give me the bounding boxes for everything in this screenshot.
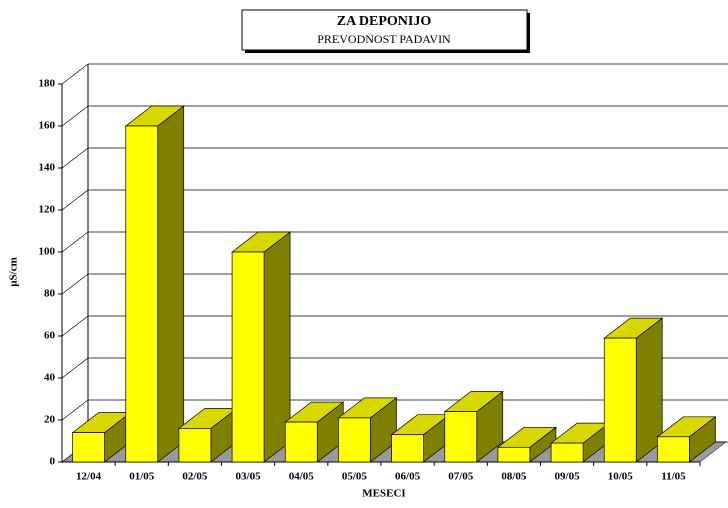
bar bbox=[391, 434, 424, 463]
title-box bbox=[241, 9, 528, 51]
chart-subtitle: PREVODNOST PADAVIN bbox=[317, 32, 451, 46]
bar bbox=[497, 446, 531, 463]
grid-line bbox=[61, 315, 89, 337]
bar bbox=[72, 432, 105, 463]
bar bbox=[125, 125, 159, 463]
bar bbox=[603, 337, 637, 463]
chart-title: ZA DEPONIJO bbox=[337, 14, 432, 29]
grid-line bbox=[61, 231, 89, 253]
y-tick-label: 20 bbox=[44, 414, 56, 426]
bar bbox=[657, 436, 690, 463]
x-tick-label: 03/05 bbox=[236, 471, 262, 483]
x-tick-label: 08/05 bbox=[501, 471, 527, 483]
y-axis-label: µS/cm bbox=[8, 257, 20, 287]
x-tick-label: 06/05 bbox=[395, 471, 421, 483]
grid-line bbox=[61, 273, 89, 295]
x-tick-label: 10/05 bbox=[608, 471, 634, 483]
bar bbox=[550, 442, 584, 463]
x-tick-label: 07/05 bbox=[448, 471, 474, 483]
y-tick-label: 140 bbox=[39, 162, 56, 174]
grid-line bbox=[61, 189, 89, 211]
y-tick-label: 40 bbox=[44, 372, 56, 384]
x-tick-label: 09/05 bbox=[555, 471, 581, 483]
y-tick-label: 0 bbox=[50, 456, 56, 468]
x-tick-label: 11/05 bbox=[661, 471, 686, 483]
x-tick-label: 01/05 bbox=[129, 471, 155, 483]
x-tick-label: 12/04 bbox=[76, 471, 102, 483]
y-tick-label: 160 bbox=[39, 120, 56, 132]
grid-line bbox=[61, 105, 89, 127]
x-tick-label: 02/05 bbox=[182, 471, 208, 483]
y-tick-label: 80 bbox=[44, 288, 56, 300]
x-tick-label: 05/05 bbox=[342, 471, 368, 483]
y-tick-label: 180 bbox=[39, 78, 56, 90]
grid-line bbox=[61, 63, 89, 85]
grid-line bbox=[61, 147, 89, 169]
bar bbox=[444, 411, 478, 463]
y-tick-label: 120 bbox=[39, 204, 56, 216]
y-tick-label: 100 bbox=[39, 246, 56, 258]
bar bbox=[338, 417, 371, 463]
bar bbox=[284, 421, 318, 463]
title-shadow bbox=[245, 50, 530, 53]
x-axis-label: MESECI bbox=[362, 488, 405, 500]
bar bbox=[231, 251, 265, 463]
bar bbox=[178, 428, 212, 463]
bar-side bbox=[157, 105, 185, 463]
x-tick-label: 04/05 bbox=[289, 471, 315, 483]
grid-line bbox=[61, 357, 89, 379]
grid-line bbox=[61, 399, 89, 421]
title-shadow bbox=[527, 13, 530, 53]
y-tick-label: 60 bbox=[44, 330, 56, 342]
